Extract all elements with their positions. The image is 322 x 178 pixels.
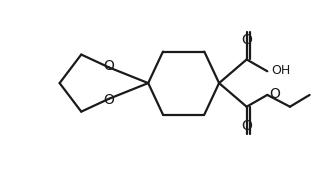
Text: O: O [269,87,280,101]
Text: O: O [103,59,114,73]
Text: OH: OH [271,64,290,77]
Text: O: O [103,93,114,107]
Text: O: O [241,119,252,133]
Text: O: O [241,33,252,47]
